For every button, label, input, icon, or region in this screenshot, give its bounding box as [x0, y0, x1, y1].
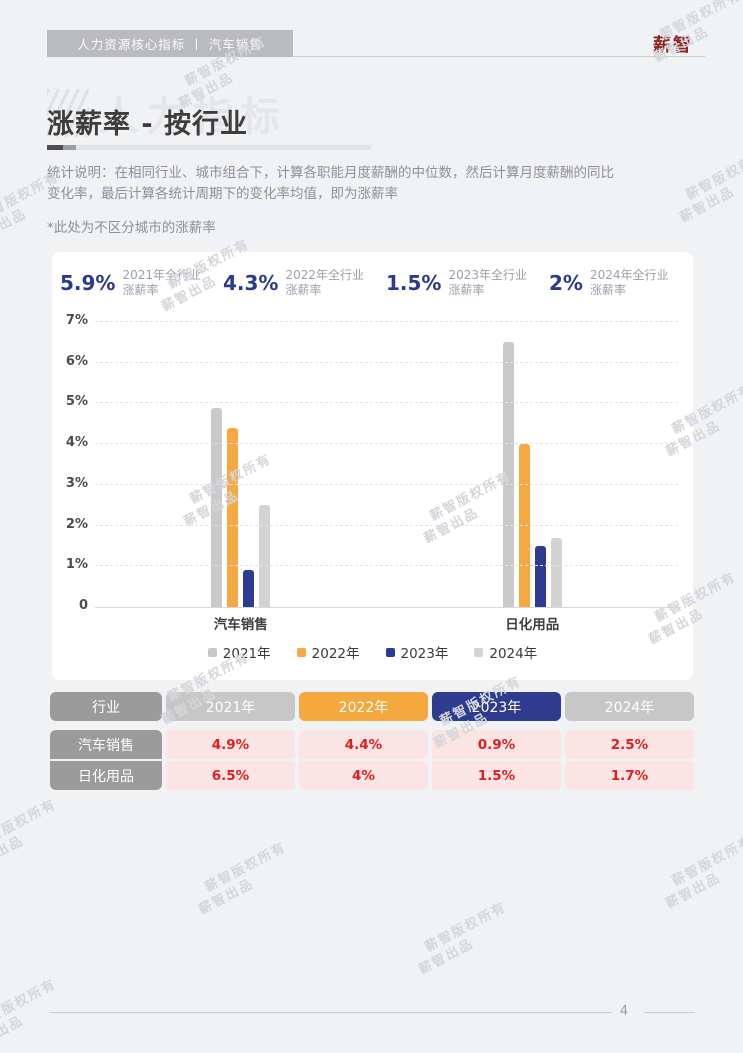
category-label-auto-sales: 汽车销售: [213, 617, 268, 633]
gridline-6%: [95, 361, 678, 363]
bar-chart-plot: [95, 321, 678, 607]
row-label-daily-chemicals: 日化用品: [50, 761, 162, 790]
gridline-2%: [95, 524, 678, 526]
bar-2024年-汽车销售: [259, 505, 271, 607]
ghost-title: 人力指标: [47, 84, 287, 142]
cell-auto-2021: 4.9%: [166, 730, 295, 759]
legend-swatch-2023: [385, 647, 395, 657]
table-row-daily-chemicals: 日化用品 6.5% 4% 1.5% 1.7%: [50, 761, 694, 790]
y-tick-3%: 3%: [65, 475, 88, 491]
y-tick-0: 0: [78, 598, 88, 613]
data-table: 行业 2021年 2022年 2023年 2024年 汽车销售 4.9% 4.4…: [50, 692, 694, 792]
bar-2023年-汽车销售: [243, 570, 255, 607]
table-row-auto-sales: 汽车销售 4.9% 4.4% 0.9% 2.5%: [50, 730, 694, 759]
legend-swatch-2022: [296, 647, 306, 657]
table-header-2023: 2023年: [432, 692, 561, 721]
bar-2024年-日化用品: [550, 537, 562, 607]
bar-2021年-日化用品: [502, 342, 514, 607]
underline-segment-light: [76, 145, 371, 150]
footnote: *此处为不区分城市的涨薪率: [47, 220, 216, 236]
x-axis-labels: 汽车销售 日化用品: [95, 613, 678, 633]
table-header-2021: 2021年: [166, 692, 295, 721]
stat-2023: 1.5% 2023年全行业 涨薪率: [386, 268, 549, 298]
y-tick-2%: 2%: [65, 516, 88, 532]
bar-2023年-日化用品: [534, 545, 546, 607]
hatch-stripes-icon: [47, 89, 89, 137]
statistics-description: 统计说明：在相同行业、城市组合下，计算各职能月度薪酬的中位数，然后计算月度薪酬的…: [47, 163, 707, 205]
stat-2022-value: 4.3%: [223, 271, 279, 295]
gridline-5%: [95, 402, 678, 404]
copyright-watermark: 薪智版权所有 薪智出品: [663, 833, 743, 912]
underline-segment-gray: [63, 145, 76, 150]
title-underline-bar: [47, 145, 371, 150]
stat-2023-label: 2023年全行业 涨薪率: [448, 268, 528, 297]
stat-2021-value: 5.9%: [60, 271, 116, 295]
stat-2023-value: 1.5%: [386, 271, 442, 295]
y-tick-7%: 7%: [65, 313, 88, 328]
copyright-watermark: 薪智版权所有 薪智出品: [0, 796, 60, 875]
description-line-2: 变化率，最后计算各统计周期下的变化率均值，即为涨薪率: [47, 186, 398, 202]
stat-2024-value: 2%: [549, 271, 583, 295]
legend-item-2022: 2022年: [296, 642, 360, 662]
stats-row: 5.9% 2021年全行业 涨薪率 4.3% 2022年全行业 涨薪率 1.5% 2…: [60, 268, 712, 298]
legend-swatch-2021: [207, 647, 217, 657]
brand-logo: 薪智: [653, 35, 693, 56]
bar-group-日化用品: [502, 322, 562, 607]
legend-item-2023: 2023年: [385, 642, 448, 662]
copyright-watermark: 薪智版权所有 薪智出品: [196, 839, 290, 918]
legend-item-2024: 2024年: [474, 642, 537, 662]
legend-item-2021: 2021年: [207, 642, 271, 662]
page-title: 涨薪率 - 按行业: [47, 109, 249, 140]
y-tick-1%: 1%: [65, 557, 88, 573]
header-divider: [293, 56, 705, 57]
footer-line-right: [644, 1012, 695, 1013]
bar-2022年-日化用品: [518, 444, 530, 607]
description-line-1: 统计说明：在相同行业、城市组合下，计算各职能月度薪酬的中位数，然后计算月度薪酬的…: [47, 165, 614, 181]
stat-2022-label: 2022年全行业 涨薪率: [285, 268, 365, 297]
stat-2021: 5.9% 2021年全行业 涨薪率: [60, 268, 223, 298]
table-header-2022: 2022年: [299, 692, 428, 721]
gridline-7%: [95, 321, 678, 322]
underline-segment-dark: [47, 145, 63, 150]
chart-legend: 2021年 2022年 2023年 2024年: [52, 642, 693, 662]
chart-card: 5.9% 2021年全行业 涨薪率 4.3% 2022年全行业 涨薪率 1.5% 2…: [52, 252, 693, 680]
row-label-auto-sales: 汽车销售: [50, 730, 162, 759]
table-header-industry: 行业: [50, 692, 162, 721]
category-label-daily-chemicals: 日化用品: [505, 617, 560, 633]
cell-auto-2024: 2.5%: [565, 730, 694, 759]
table-header-2024: 2024年: [565, 692, 694, 721]
y-tick-5%: 5%: [65, 394, 88, 410]
header-badge: 人力资源核心指标 丨 汽车销售: [47, 30, 293, 57]
page-number: 4: [619, 1004, 629, 1019]
bar-2022年-汽车销售: [227, 427, 239, 607]
cell-daily-2021: 6.5%: [166, 761, 295, 790]
bar-group-汽车销售: [211, 322, 271, 607]
legend-swatch-2024: [474, 647, 484, 657]
stat-2021-label: 2021年全行业 涨薪率: [122, 268, 202, 297]
gridline-3%: [95, 483, 678, 485]
x-axis-line: [95, 607, 681, 608]
gridline-1%: [95, 565, 678, 567]
cell-daily-2023: 1.5%: [432, 761, 561, 790]
cell-auto-2022: 4.4%: [299, 730, 428, 759]
stat-2024-label: 2024年全行业 涨薪率: [589, 268, 669, 297]
y-tick-6%: 6%: [65, 353, 88, 369]
cell-auto-2023: 0.9%: [432, 730, 561, 759]
cell-daily-2022: 4%: [299, 761, 428, 790]
copyright-watermark: 薪智版权所有 薪智出品: [416, 899, 510, 978]
y-tick-4%: 4%: [65, 435, 88, 451]
footer-line-left: [50, 1012, 612, 1013]
cell-daily-2024: 1.7%: [565, 761, 694, 790]
stat-2022: 4.3% 2022年全行业 涨薪率: [223, 268, 386, 298]
stat-2024: 2% 2024年全行业 涨薪率: [549, 268, 712, 298]
bar-2021年-汽车销售: [211, 407, 223, 607]
gridline-4%: [95, 443, 678, 445]
table-header-row: 行业 2021年 2022年 2023年 2024年: [50, 692, 694, 721]
ghost-title-text: 人力指标: [99, 94, 287, 140]
